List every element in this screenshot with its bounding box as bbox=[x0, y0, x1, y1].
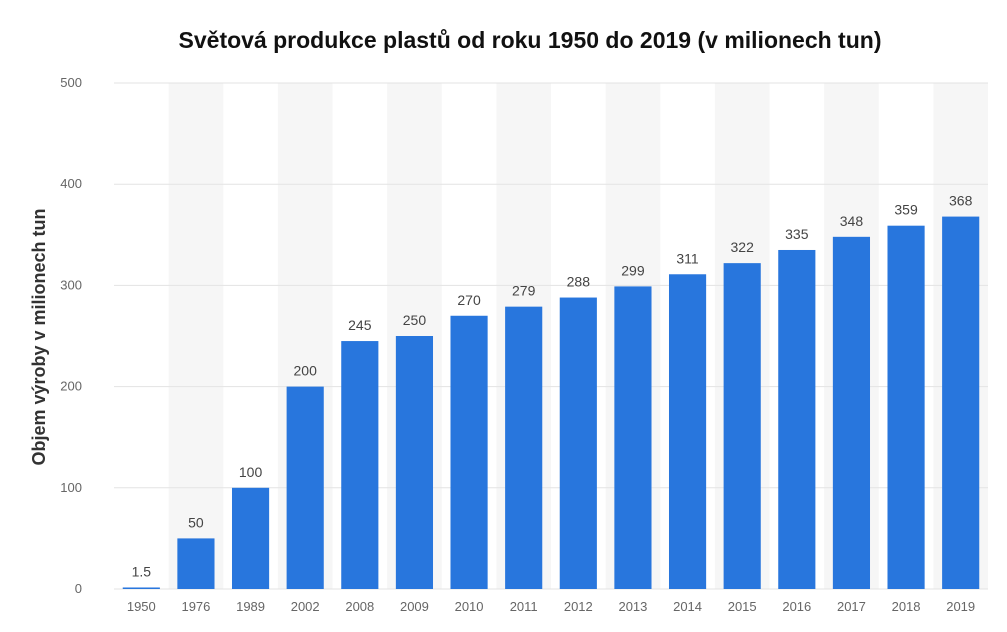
x-axis-ticks: 1950 1976 1989 2002 2008 2009 2010 2011 2012 2013… bbox=[127, 599, 975, 614]
y-axis-label: Objem výroby v milionech tun bbox=[29, 208, 49, 465]
x-tick-label: 2016 bbox=[782, 599, 811, 614]
bar bbox=[778, 249, 816, 590]
x-tick-label: 2013 bbox=[618, 599, 647, 614]
bar bbox=[723, 263, 761, 589]
column-band bbox=[168, 83, 224, 589]
x-tick-label: 2010 bbox=[455, 599, 484, 614]
y-tick-label: 200 bbox=[60, 379, 82, 394]
x-tick-label: 2015 bbox=[728, 599, 757, 614]
y-tick-label: 100 bbox=[60, 480, 82, 495]
bar bbox=[559, 297, 597, 589]
x-tick-label: 1989 bbox=[236, 599, 265, 614]
bar bbox=[450, 315, 488, 589]
data-label: 50 bbox=[188, 514, 204, 530]
data-label: 322 bbox=[731, 239, 755, 255]
y-tick-label: 0 bbox=[75, 581, 82, 596]
data-label: 245 bbox=[348, 317, 372, 333]
y-tick-label: 300 bbox=[60, 277, 82, 292]
bar bbox=[832, 236, 871, 589]
data-label: 250 bbox=[403, 312, 427, 328]
bar bbox=[887, 225, 925, 589]
x-tick-label: 2014 bbox=[673, 599, 702, 614]
x-tick-label: 2011 bbox=[510, 599, 538, 614]
bar bbox=[341, 341, 379, 589]
x-tick-label: 1976 bbox=[181, 599, 210, 614]
bar bbox=[286, 386, 324, 589]
data-label: 359 bbox=[894, 202, 918, 218]
bar bbox=[505, 306, 543, 589]
bar bbox=[395, 336, 434, 589]
data-label: 348 bbox=[840, 213, 864, 229]
y-tick-label: 500 bbox=[60, 75, 82, 90]
x-tick-label: 2009 bbox=[400, 599, 429, 614]
chart-title: Světová produkce plastů od roku 1950 do … bbox=[179, 27, 882, 53]
y-tick-label: 400 bbox=[60, 176, 82, 191]
data-label: 270 bbox=[457, 292, 481, 308]
data-label: 279 bbox=[512, 283, 536, 299]
x-tick-label: 1950 bbox=[127, 599, 156, 614]
bars bbox=[122, 216, 980, 590]
bar bbox=[177, 538, 215, 589]
data-label: 100 bbox=[239, 464, 263, 480]
data-label: 200 bbox=[294, 363, 318, 379]
data-label: 368 bbox=[949, 193, 973, 209]
bar bbox=[122, 587, 160, 589]
x-tick-label: 2002 bbox=[291, 599, 320, 614]
data-label: 335 bbox=[785, 226, 809, 242]
data-label: 311 bbox=[676, 250, 699, 266]
bar bbox=[668, 274, 707, 589]
data-labels: 1.5 50 100 200 245 250 270 279 288 299 311 322 335 34… bbox=[132, 193, 973, 580]
bar bbox=[231, 487, 270, 589]
data-label: 299 bbox=[621, 262, 645, 278]
data-label: 1.5 bbox=[132, 563, 152, 579]
data-label: 288 bbox=[567, 274, 591, 290]
bar bbox=[614, 286, 652, 589]
x-tick-label: 2019 bbox=[946, 599, 975, 614]
x-tick-label: 2012 bbox=[564, 599, 593, 614]
bar bbox=[942, 216, 980, 590]
x-tick-label: 2017 bbox=[837, 599, 866, 614]
x-tick-label: 2018 bbox=[892, 599, 921, 614]
y-axis-ticks: 0 100 200 300 400 500 bbox=[60, 75, 82, 596]
x-tick-label: 2008 bbox=[345, 599, 374, 614]
